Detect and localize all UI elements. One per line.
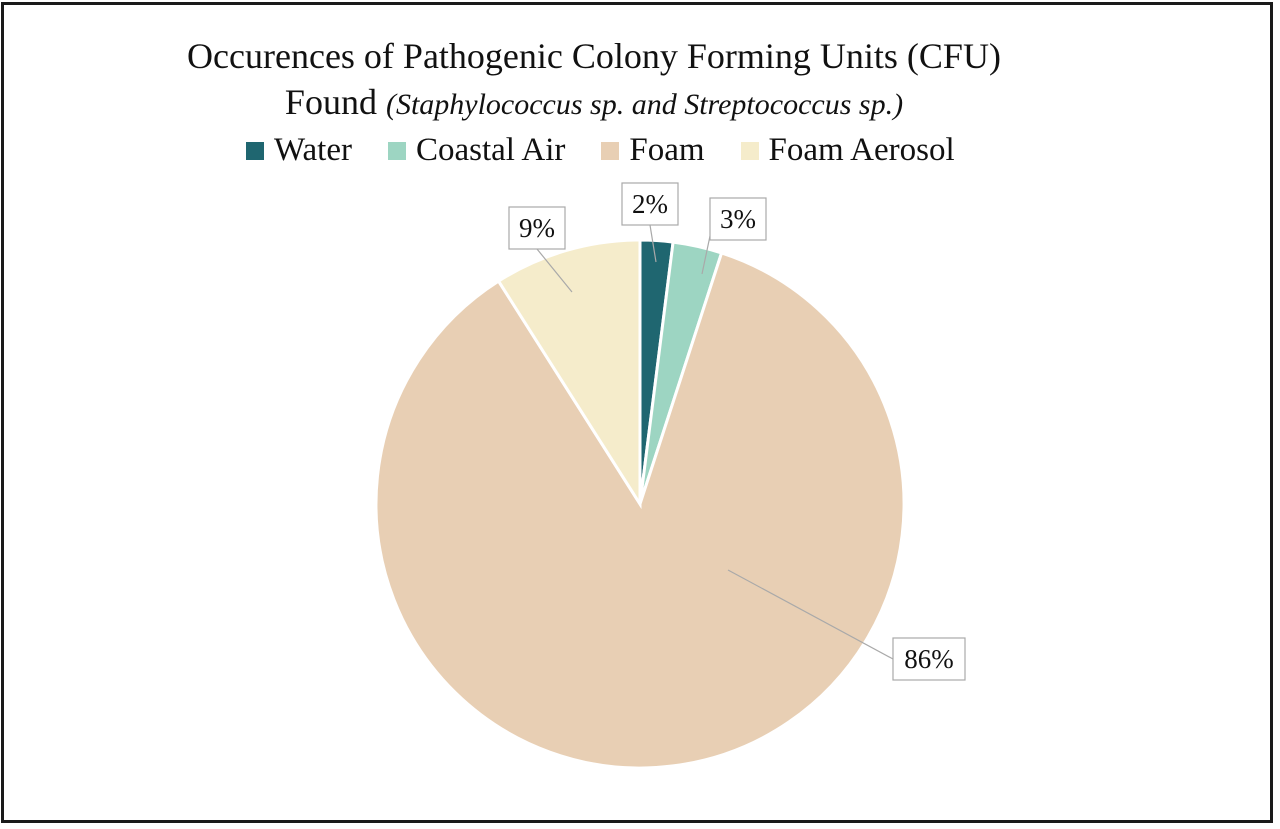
chart-legend: Water Coastal Air Foam Foam Aerosol	[246, 132, 991, 169]
leader-line-water	[649, 224, 657, 263]
legend-label-foam-aerosol: Foam Aerosol	[768, 132, 955, 168]
leader-line-foam-aerosol	[536, 248, 573, 293]
pie-leader-lines	[536, 224, 894, 660]
legend-item-water: Water	[246, 132, 352, 169]
pie-slice-foam-aerosol	[496, 238, 642, 510]
legend-swatch-foam-aerosol	[740, 141, 759, 160]
legend-label-water: Water	[274, 132, 352, 168]
data-label-coastal-air: 3%	[720, 204, 756, 234]
data-label-box-water	[621, 182, 679, 226]
legend-swatch-coastal-air	[387, 141, 406, 160]
leader-line-coastal-air	[701, 235, 711, 275]
pie-slice-foam	[374, 251, 906, 770]
data-label-box-foam-aerosol	[508, 206, 566, 250]
data-label-foam-aerosol: 9%	[519, 213, 555, 243]
data-label-box-coastal-air	[709, 197, 767, 241]
data-label-foam: 86%	[904, 644, 954, 674]
chart-title-plain: Found	[284, 82, 386, 122]
pie-data-labels: 2% 3% 86% 9%	[508, 182, 966, 681]
chart-title-line1: Occurences of Pathogenic Colony Forming …	[187, 36, 1001, 76]
legend-item-foam: Foam	[601, 132, 705, 169]
legend-label-coastal-air: Coastal Air	[415, 132, 566, 168]
legend-item-coastal-air: Coastal Air	[387, 132, 566, 169]
data-label-water: 2%	[632, 189, 668, 219]
chart-title-line2: Found (Staphylococcus sp. and Streptococ…	[0, 82, 1188, 125]
pie-slices	[374, 238, 906, 770]
legend-swatch-water	[246, 141, 264, 160]
legend-swatch-foam	[601, 141, 620, 160]
chart-title-italic: (Staphylococcus sp. and Streptococcus sp…	[385, 88, 904, 121]
leader-line-foam	[727, 569, 894, 660]
legend-label-foam: Foam	[629, 132, 705, 168]
data-label-box-foam	[892, 637, 966, 681]
legend-item-foam-aerosol: Foam Aerosol	[740, 132, 955, 169]
